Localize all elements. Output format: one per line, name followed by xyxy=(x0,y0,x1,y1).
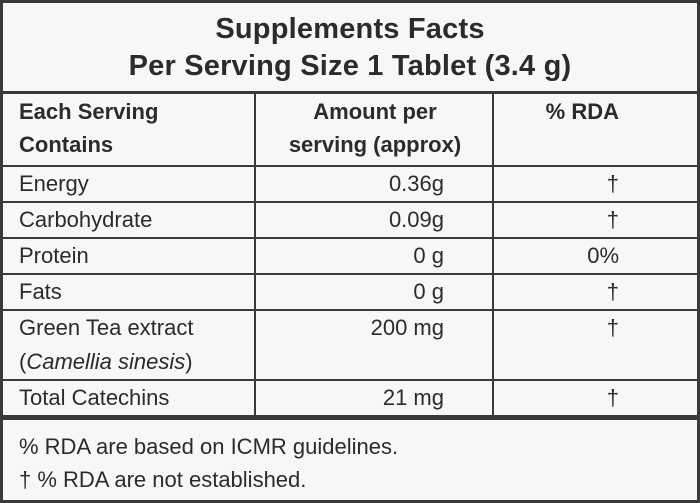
table-row: Green Tea extract (Camellia sinesis) 200… xyxy=(3,309,697,381)
nutrient-name-text: Green Tea extract xyxy=(19,315,194,340)
nutrient-amount: 0.36g xyxy=(254,165,494,203)
nutrient-rda: 0% xyxy=(492,237,697,275)
nutrient-rda: † xyxy=(492,309,697,381)
header-amount: Amount per serving (approx) xyxy=(254,94,494,167)
table-row: Total Catechins 21 mg † xyxy=(3,379,697,417)
header-amount-line-2: serving (approx) xyxy=(288,132,462,157)
footnote-line-1: % RDA are based on ICMR guidelines. xyxy=(19,434,399,459)
table-row: Protein 0 g 0% xyxy=(3,237,697,275)
sci-name-italic: Camellia sinesis xyxy=(26,349,186,374)
header-each-serving-line-1: Each Serving xyxy=(19,99,159,124)
nutrient-rda: † xyxy=(492,379,697,417)
nutrient-name: Protein xyxy=(3,237,256,275)
sci-open-paren: ( xyxy=(19,349,27,374)
nutrient-amount: 0 g xyxy=(254,237,494,275)
header-rda: % RDA xyxy=(492,94,697,167)
nutrient-name: Total Catechins xyxy=(3,379,256,417)
nutrient-amount: 0 g xyxy=(254,273,494,311)
table-row: Carbohydrate 0.09g † xyxy=(3,201,697,239)
footnotes: % RDA are based on ICMR guidelines. † % … xyxy=(3,417,697,500)
scientific-name: (Camellia sinesis) xyxy=(19,349,193,374)
nutrient-rda: † xyxy=(492,273,697,311)
nutrient-rda: † xyxy=(492,201,697,239)
header-each-serving-line-2: Contains xyxy=(19,132,114,157)
table-header-row: Each Serving Contains Amount per serving… xyxy=(3,94,697,167)
sci-close-paren: ) xyxy=(185,349,193,374)
nutrition-table: Each Serving Contains Amount per serving… xyxy=(3,94,697,417)
nutrient-rda: † xyxy=(492,165,697,203)
nutrient-amount: 0.09g xyxy=(254,201,494,239)
nutrient-name: Energy xyxy=(3,165,256,203)
nutrient-amount: 200 mg xyxy=(254,309,494,381)
title-line-1: Supplements Facts xyxy=(215,13,485,45)
table-row: Energy 0.36g † xyxy=(3,165,697,203)
footnote-line-2: † % RDA are not established. xyxy=(19,467,307,492)
header-each-serving: Each Serving Contains xyxy=(3,94,256,167)
header-amount-line-1: Amount per xyxy=(313,99,437,124)
nutrient-name: Fats xyxy=(3,273,256,311)
table-row: Fats 0 g † xyxy=(3,273,697,311)
nutrient-name: Carbohydrate xyxy=(3,201,256,239)
title-line-2: Per Serving Size 1 Tablet (3.4 g) xyxy=(128,50,572,82)
nutrient-name: Green Tea extract (Camellia sinesis) xyxy=(3,309,256,381)
panel-title: Supplements Facts Per Serving Size 1 Tab… xyxy=(3,3,697,94)
nutrient-amount: 21 mg xyxy=(254,379,494,417)
